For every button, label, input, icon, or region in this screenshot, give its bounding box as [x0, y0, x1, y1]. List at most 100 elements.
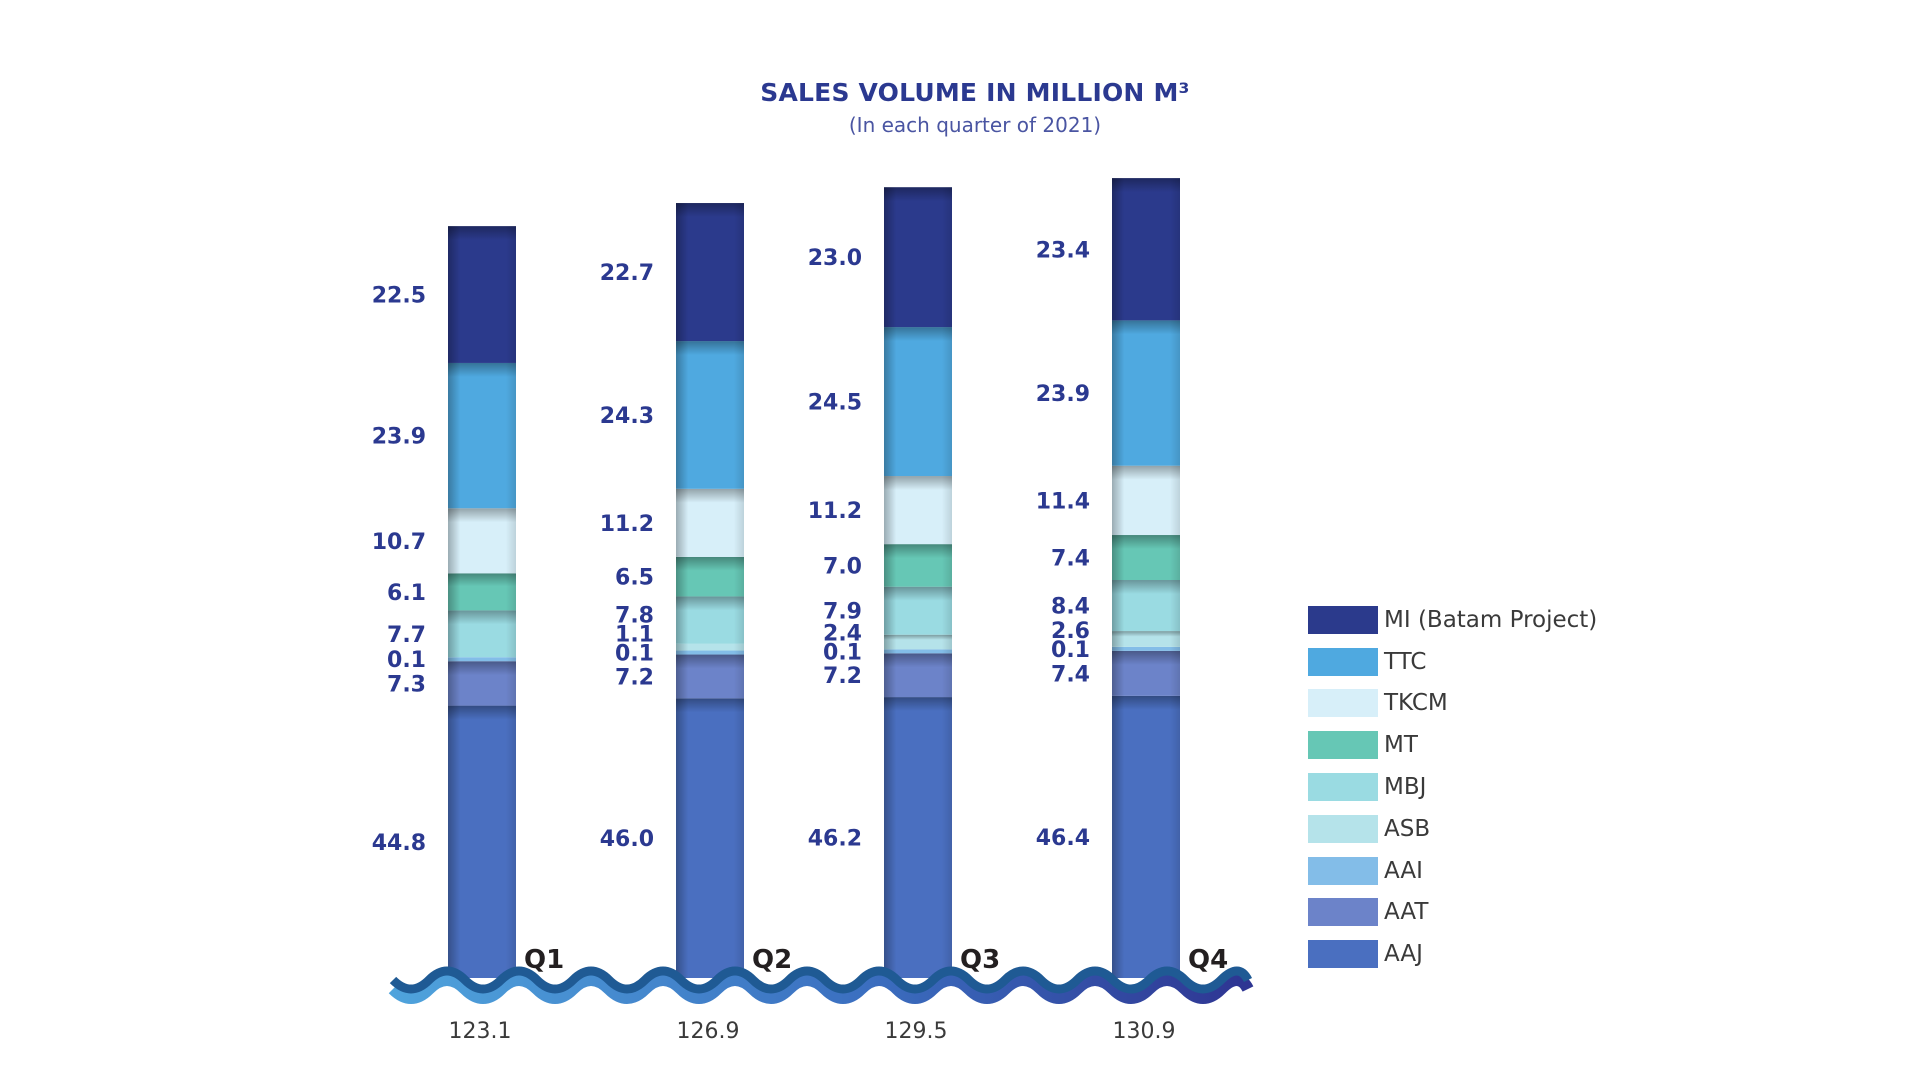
legend-label: TKCM: [1384, 690, 1448, 717]
data-label-q3-aat: 7.2: [823, 664, 862, 689]
chart-title: SALES VOLUME IN MILLION M³: [760, 78, 1190, 107]
data-label-q4-asb: 2.6: [1051, 619, 1090, 644]
legend-item-tkcm: TKCM: [1308, 683, 1597, 725]
legend-label: AAT: [1384, 899, 1429, 926]
data-label-q3-mi-batam-project: 23.0: [808, 246, 862, 271]
total-label-q4: 130.9: [1113, 1019, 1176, 1044]
bar-q1: [448, 226, 516, 978]
data-label-q1-mbj: 7.7: [387, 623, 426, 648]
data-label-q1-aai: 0.1: [387, 648, 426, 673]
data-label-q4-mi-batam-project: 23.4: [1036, 238, 1090, 263]
chart-subtitle: (In each quarter of 2021): [848, 113, 1102, 137]
data-label-q1-ttc: 23.9: [372, 425, 426, 450]
baseline-wave: [388, 966, 1254, 1004]
legend-label: MT: [1384, 732, 1418, 759]
data-label-q1-mt: 6.1: [387, 581, 426, 606]
bar-segment-top-shade: [676, 698, 744, 713]
legend-item-asb: ASB: [1308, 808, 1597, 850]
legend-item-mi-batam-project: MI (Batam Project): [1308, 599, 1597, 641]
bar-segment-top-shade: [884, 586, 952, 601]
bar-segment-top-shade: [676, 654, 744, 669]
bar-q2: [676, 203, 744, 978]
legend-label: MI (Batam Project): [1384, 606, 1598, 633]
bar-segment-top-shade: [448, 610, 516, 625]
data-label-q2-ttc: 24.3: [600, 404, 654, 429]
data-label-q4-mt: 7.4: [1051, 547, 1090, 572]
legend-swatch: [1308, 605, 1378, 634]
bar-segment-shade: [1112, 320, 1180, 466]
category-label-q2: Q2: [752, 945, 792, 975]
bar-segment-shade: [676, 643, 744, 651]
legend-swatch: [1308, 773, 1378, 802]
bar-segment-shade: [1112, 178, 1180, 321]
bar-segment-top-shade: [884, 653, 952, 668]
data-label-q3-aai: 0.1: [823, 640, 862, 665]
bar-segment-top-shade: [1112, 178, 1180, 193]
data-label-q3-tkcm: 11.2: [808, 499, 862, 524]
data-label-q2-aai: 0.1: [615, 642, 654, 667]
data-label-q1-aaj: 44.8: [372, 831, 426, 856]
legend-item-mbj: MBJ: [1308, 766, 1597, 808]
data-label-q3-aaj: 46.2: [808, 827, 862, 852]
bar-segment-top-shade: [1112, 695, 1180, 710]
total-label-q3: 129.5: [885, 1019, 948, 1044]
bar-segment-shade: [676, 341, 744, 489]
legend-label: AAI: [1384, 857, 1423, 884]
bar-segment-top-shade: [676, 341, 744, 356]
category-label-q3: Q3: [960, 945, 1000, 975]
bar-segment-top-shade: [676, 596, 744, 611]
bar-segment-top-shade: [448, 705, 516, 720]
bar-segment-shade: [1112, 646, 1180, 651]
legend-swatch: [1308, 856, 1378, 885]
bar-segment-shade: [676, 698, 744, 978]
bar-segment-top-shade: [1112, 580, 1180, 595]
labels-layer: 44.87.30.17.76.110.723.922.5Q1123.146.07…: [372, 238, 1228, 1044]
legend-item-mt: MT: [1308, 724, 1597, 766]
legend-swatch: [1308, 731, 1378, 760]
bar-segment-top-shade: [884, 327, 952, 342]
data-label-q2-mi-batam-project: 22.7: [600, 261, 654, 286]
data-label-q4-aai: 0.1: [1051, 638, 1090, 663]
bar-segment-top-shade: [884, 476, 952, 491]
bar-segment-top-shade: [448, 661, 516, 676]
bar-segment-shade: [884, 649, 952, 654]
data-label-q2-aat: 7.2: [615, 665, 654, 690]
bar-segment-top-shade: [1112, 631, 1180, 637]
bar-segment-shade: [884, 697, 952, 978]
data-label-q1-tkcm: 10.7: [372, 530, 426, 555]
bar-segment-shade: [884, 187, 952, 328]
bar-segment-shade: [448, 226, 516, 363]
bar-segment-top-shade: [448, 226, 516, 241]
legend-label: MBJ: [1384, 774, 1427, 801]
bar-segment-top-shade: [884, 187, 952, 202]
wave-upper-stroke: [389, 966, 1253, 994]
bar-segment-top-shade: [1112, 535, 1180, 550]
data-label-q3-mt: 7.0: [823, 554, 862, 579]
total-label-q2: 126.9: [677, 1019, 740, 1044]
data-label-q4-aat: 7.4: [1051, 662, 1090, 687]
legend-swatch: [1308, 940, 1378, 969]
data-label-q4-ttc: 23.9: [1036, 382, 1090, 407]
bar-segment-top-shade: [1112, 650, 1180, 665]
data-label-q2-mbj: 7.8: [615, 604, 654, 629]
bar-segment-top-shade: [884, 697, 952, 712]
legend-label: TTC: [1384, 648, 1427, 675]
legend-item-aai: AAI: [1308, 850, 1597, 892]
category-label-q4: Q4: [1188, 945, 1228, 975]
legend-item-aaj: AAJ: [1308, 933, 1597, 975]
bar-segment-shade: [448, 705, 516, 978]
data-label-q4-aaj: 46.4: [1036, 826, 1090, 851]
bar-segment-top-shade: [448, 573, 516, 587]
data-label-q1-mi-batam-project: 22.5: [372, 284, 426, 309]
bar-segment-shade: [676, 203, 744, 342]
legend-item-aat: AAT: [1308, 892, 1597, 934]
data-label-q2-aaj: 46.0: [600, 827, 654, 852]
data-label-q2-tkcm: 11.2: [600, 512, 654, 537]
bar-segment-top-shade: [1112, 465, 1180, 480]
bar-segment-shade: [1112, 695, 1180, 978]
bar-segment-top-shade: [1112, 320, 1180, 335]
legend: MI (Batam Project) TTC TKCM MT MBJ ASB AAI AAT A…: [1308, 599, 1597, 975]
bar-segment-top-shade: [676, 488, 744, 503]
bar-q4: [1112, 178, 1180, 978]
